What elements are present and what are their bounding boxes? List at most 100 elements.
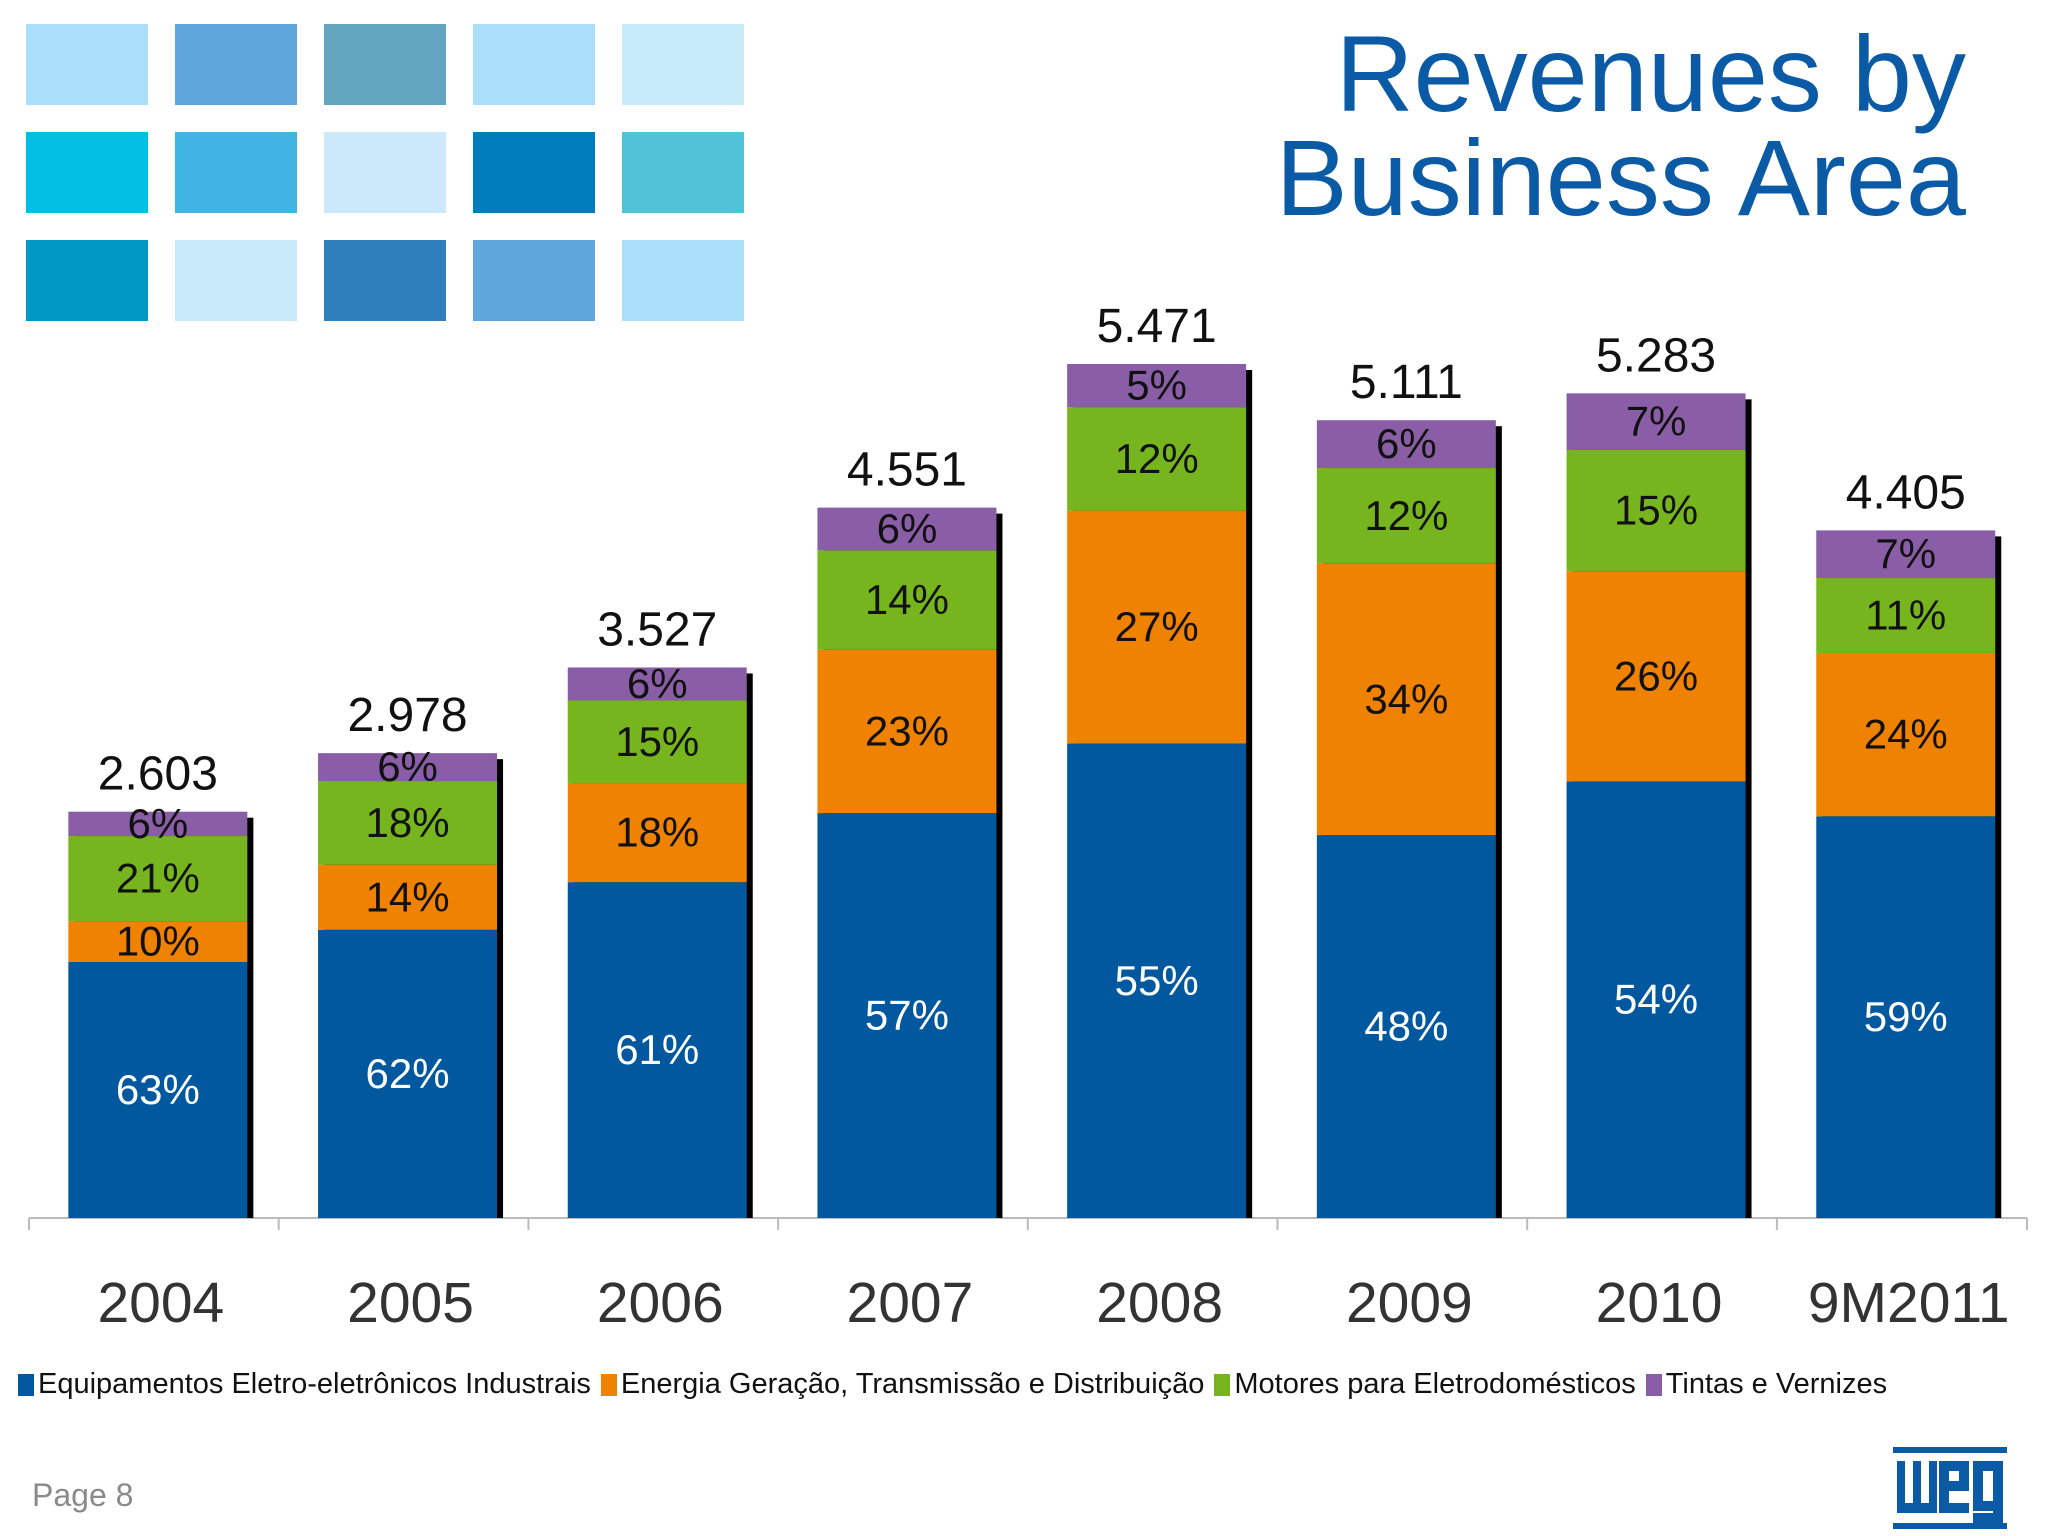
bar-segment-0 [318,929,498,1218]
decorative-square [324,240,446,321]
bar-segment-0 [567,882,747,1218]
bar-segment-0 [1816,816,1996,1218]
bar-segment-1 [318,864,498,930]
total-label: 5.471 [1097,300,1217,353]
bar-segment-2 [817,550,997,650]
data-label: 6% [127,800,188,847]
total-label: 3.527 [597,603,717,656]
x-tick-label: 2004 [97,1271,224,1335]
data-label: 7% [1875,530,1936,577]
data-label: 18% [615,809,699,856]
bar-segment-0 [817,813,997,1218]
bar-segment-2 [318,781,498,865]
legend-swatch [18,1373,34,1396]
data-label: 14% [865,576,949,623]
decorative-square [324,132,446,213]
legend-label: Equipamentos Eletro-eletrônicos Industra… [38,1368,591,1400]
x-tick-label: 2005 [347,1271,474,1335]
bar-segment-1 [817,649,997,814]
bar-segment-2 [1566,449,1746,572]
x-tick-label: 2010 [1596,1271,1723,1335]
decorative-square [473,240,595,321]
total-label: 2.978 [347,689,467,742]
total-label: 4.551 [847,444,967,497]
total-label: 5.111 [1350,356,1463,409]
bar-segment-2 [1316,468,1496,564]
data-label: 15% [615,718,699,765]
x-tick-label: 2008 [1096,1271,1223,1335]
legend-swatch [1645,1373,1662,1396]
legend-label: Energia Geração, Transmissão e Distribui… [620,1368,1205,1400]
decorative-square [473,132,595,213]
data-label: 14% [366,873,450,920]
weg-logo [1893,1447,2007,1529]
bar-segment-2 [1816,578,1996,653]
decorative-square [622,24,744,105]
bar-segment-0 [1316,835,1496,1218]
bar-segment-3 [318,753,498,782]
bar-segment-0 [68,962,248,1218]
data-label: 26% [1614,652,1698,699]
page-title: Revenues by Business Area [1275,13,1966,238]
bar-segment-3 [1316,420,1496,469]
decorative-square [622,132,744,213]
data-label: 11% [1865,591,1946,638]
bar-segment-0 [1566,781,1746,1218]
decorative-square [175,240,297,321]
bar-segment-3 [817,507,997,551]
page-number: Page 8 [32,1477,134,1513]
data-label: 24% [1864,711,1948,758]
bar-segment-1 [1316,563,1496,836]
bar-segment-3 [1566,393,1746,450]
decorative-square [26,132,148,213]
decorative-square [622,240,744,321]
bar-segment-3 [567,667,747,701]
legend-item: Motores para Eletrodomésticos [1214,1368,1636,1401]
total-label: 5.283 [1596,329,1716,382]
bar-segment-0 [1067,743,1247,1218]
data-label: 18% [366,799,450,846]
legend-item: Energia Geração, Transmissão e Distribui… [600,1368,1205,1401]
decorative-square [26,240,148,321]
data-label: 57% [865,992,949,1039]
bar-segment-3 [1067,364,1247,408]
bar-segment-1 [1566,571,1746,782]
data-label: 23% [865,707,949,754]
data-label: 54% [1614,976,1698,1023]
title-line-1: Revenues by [1335,13,1966,134]
bar-segment-3 [68,811,248,837]
decorative-square [26,24,148,105]
stacked-bar-chart: 63%10%21%6%2.603200462%14%18%6%2.9782005… [28,300,2028,1335]
data-label: 59% [1864,993,1948,1040]
bar-segment-2 [567,700,747,784]
bar-segment-1 [1067,510,1247,744]
data-label: 10% [116,918,200,965]
chart-legend: Equipamentos Eletro-eletrônicos Industra… [18,1368,1887,1401]
legend-item: Tintas e Vernizes [1645,1368,1888,1401]
data-label: 62% [366,1050,450,1097]
data-label: 21% [116,855,200,902]
data-label: 55% [1115,957,1199,1004]
data-label: 7% [1626,398,1687,445]
decorative-square [175,24,297,105]
bar-segment-1 [1816,652,1996,817]
data-label: 6% [877,505,938,552]
bar-segment-1 [567,783,747,883]
data-label: 48% [1364,1003,1448,1050]
data-label: 6% [377,743,438,790]
legend-swatch [1214,1373,1231,1396]
x-tick-label: 2006 [597,1271,724,1335]
legend-item: Equipamentos Eletro-eletrônicos Industra… [18,1368,591,1401]
total-label: 4.405 [1846,466,1966,519]
data-label: 34% [1364,675,1448,722]
legend-label: Tintas e Vernizes [1665,1368,1888,1400]
x-tick-label: 2007 [847,1271,974,1335]
total-label: 2.603 [98,748,218,801]
bar-segment-3 [1816,530,1996,579]
bar-segment-1 [68,921,248,963]
data-label: 63% [116,1066,200,1113]
title-line-2: Business Area [1275,117,1966,238]
data-label: 6% [1376,420,1437,467]
x-tick-label: 2009 [1346,1271,1473,1335]
legend-swatch [600,1373,617,1396]
